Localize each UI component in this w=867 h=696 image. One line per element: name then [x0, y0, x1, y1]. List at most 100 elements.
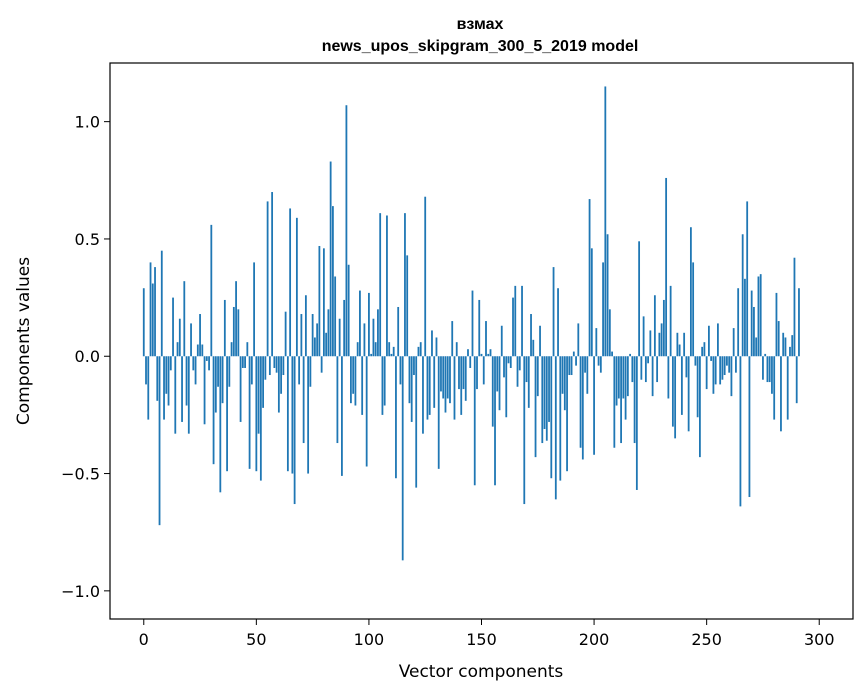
bar [453, 356, 456, 420]
bar [476, 356, 478, 390]
bar [205, 356, 208, 361]
bar [757, 276, 760, 357]
bar [289, 208, 292, 357]
bar [255, 356, 258, 472]
bar [422, 356, 424, 434]
bar [392, 346, 395, 357]
bar [768, 356, 771, 383]
bar [199, 314, 201, 357]
bar [644, 356, 647, 383]
bar [536, 356, 539, 397]
bar [154, 267, 156, 357]
bar [275, 356, 278, 373]
bar [151, 283, 154, 357]
bar [277, 356, 280, 413]
bar [478, 299, 481, 357]
bar [604, 86, 607, 357]
chart-subtitle: news_upos_skipgram_300_5_2019 model [322, 38, 639, 55]
bar [572, 351, 575, 357]
bar [599, 356, 602, 373]
x-axis-label: Vector components [399, 662, 564, 682]
bar [419, 342, 422, 357]
bar [678, 344, 681, 357]
bar [219, 356, 222, 493]
bar [577, 323, 580, 357]
bar [728, 356, 731, 373]
bar [469, 356, 472, 368]
bar [354, 356, 357, 406]
bar [336, 356, 339, 444]
bar [142, 288, 145, 357]
bar [527, 356, 530, 408]
bar [755, 337, 758, 357]
bar [534, 356, 537, 458]
bar [401, 356, 404, 561]
bar [446, 356, 449, 399]
bar [428, 356, 431, 415]
bar [307, 356, 310, 474]
y-tick-label: −1.0 [61, 582, 100, 601]
bar [377, 309, 379, 357]
bar [370, 353, 373, 357]
bar [223, 299, 226, 357]
bar [176, 342, 179, 357]
bar [719, 356, 722, 385]
bar [771, 356, 773, 394]
bar [543, 356, 546, 429]
bar [473, 356, 476, 486]
bar [782, 332, 785, 357]
bar [262, 356, 264, 408]
bar [795, 356, 798, 404]
bar [703, 342, 706, 357]
bar [201, 344, 204, 357]
bar [680, 356, 683, 415]
bar [575, 356, 577, 366]
bar [746, 201, 749, 357]
bar [662, 299, 665, 357]
bar [708, 325, 710, 357]
bar [309, 356, 312, 387]
bar [368, 292, 370, 357]
bar [293, 356, 296, 505]
bar [633, 356, 636, 444]
bar [496, 356, 499, 392]
bar [525, 356, 528, 383]
bar [514, 285, 517, 357]
bar [174, 356, 177, 434]
bar [780, 356, 782, 432]
bar [489, 349, 492, 357]
bar [228, 356, 231, 387]
bar [735, 356, 737, 373]
bar [316, 323, 319, 357]
bar [325, 332, 328, 357]
x-tick-label: 200 [579, 630, 610, 649]
bar [638, 241, 641, 357]
bar [192, 356, 195, 371]
bar [266, 201, 269, 357]
bar [208, 356, 210, 371]
bar [282, 356, 285, 376]
bar [437, 356, 440, 469]
bar [338, 318, 341, 357]
bar [613, 356, 616, 448]
bar [471, 290, 474, 357]
x-tick-label: 100 [354, 630, 385, 649]
y-ticks: −1.0 −0.5 0.0 0.5 1.0 [61, 113, 110, 601]
bar [748, 356, 751, 498]
bar [563, 356, 566, 411]
y-axis-label: Components values [14, 257, 34, 425]
bar [361, 356, 364, 415]
bar [789, 346, 791, 357]
bar [532, 339, 535, 357]
bar [521, 285, 523, 357]
y-tick-label: 0.5 [75, 230, 100, 249]
bar [694, 356, 697, 366]
bar [750, 290, 753, 357]
bar [356, 342, 359, 357]
bar [660, 323, 663, 357]
bar [194, 356, 197, 385]
bar [237, 309, 240, 357]
bar [424, 196, 427, 357]
bar [230, 342, 233, 357]
bar [696, 356, 699, 418]
